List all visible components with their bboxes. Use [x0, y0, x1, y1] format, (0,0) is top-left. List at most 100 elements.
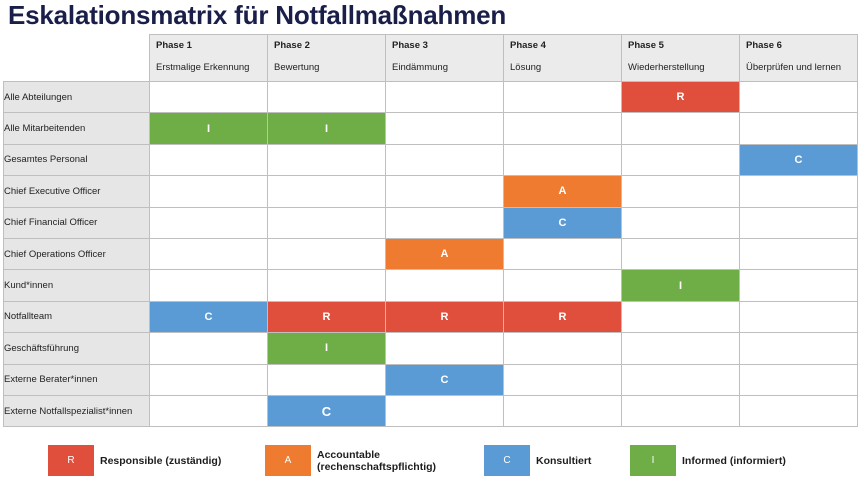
matrix-cell — [385, 269, 504, 302]
table-row: Alle Abteilungen R — [3, 80, 858, 114]
legend-swatch: R — [48, 445, 94, 476]
table-row: Kund*innen I — [3, 269, 858, 302]
legend-item-responsible: R Responsible (zuständig) — [48, 445, 221, 476]
matrix-cell — [621, 332, 740, 365]
matrix-cell — [503, 143, 622, 177]
phase-number: Phase 4 — [510, 40, 546, 51]
matrix-cell: R — [267, 300, 386, 334]
matrix-cell — [503, 332, 622, 365]
legend-item-accountable: A Accountable (rechenschaftspflichtig) — [265, 445, 467, 476]
role-label: Gesamtes Personal — [3, 143, 150, 177]
matrix-cell — [739, 175, 858, 208]
matrix-cell — [621, 206, 740, 239]
matrix-cell — [385, 394, 504, 428]
table-row: Alle Mitarbeitenden I I — [3, 112, 858, 145]
phase-number: Phase 6 — [746, 40, 782, 51]
phase-number: Phase 3 — [392, 40, 428, 51]
matrix-cell — [621, 394, 740, 428]
matrix-cell: I — [267, 332, 386, 365]
matrix-cell — [149, 143, 268, 177]
matrix-cell — [385, 175, 504, 208]
table-row: Notfallteam C R R R — [3, 300, 858, 334]
role-label: Chief Executive Officer — [3, 175, 150, 208]
phase-number: Phase 1 — [156, 40, 192, 51]
table-row: Chief Operations Officer A — [3, 237, 858, 271]
matrix-cell — [385, 80, 504, 114]
role-label: Kund*innen — [3, 269, 150, 302]
matrix-cell — [739, 206, 858, 239]
matrix-cell — [149, 175, 268, 208]
matrix-cell — [149, 332, 268, 365]
matrix-cell: R — [385, 300, 504, 334]
role-label: Chief Financial Officer — [3, 206, 150, 239]
role-label: Externe Berater*innen — [3, 363, 150, 396]
matrix-cell — [621, 237, 740, 271]
matrix-cell — [385, 143, 504, 177]
table-row: Gesamtes Personal C — [3, 143, 858, 177]
corner-cell — [3, 34, 150, 82]
matrix-cell — [149, 80, 268, 114]
phase-name: Lösung — [510, 62, 542, 73]
matrix-cell — [385, 206, 504, 239]
phase-name: Erstmalige Erkennung — [156, 62, 250, 73]
header-row: Phase 1 Erstmalige Erkennung Phase 2 Bewer… — [3, 34, 858, 82]
matrix-cell — [739, 112, 858, 145]
phase-header: Phase 2 Bewertung — [267, 34, 386, 82]
matrix-cell — [385, 112, 504, 145]
matrix-cell — [267, 80, 386, 114]
phase-name: Eindämmung — [392, 62, 448, 73]
phase-number: Phase 5 — [628, 40, 664, 51]
legend-item-consulted: C Konsultiert — [484, 445, 591, 476]
matrix-cell: C — [503, 206, 622, 239]
matrix-cell — [739, 300, 858, 334]
table-row: Externe Notfallspezialist*innen C — [3, 394, 858, 428]
matrix-cell — [267, 269, 386, 302]
matrix-cell: I — [621, 269, 740, 302]
matrix-cell — [267, 206, 386, 239]
matrix-cell — [267, 175, 386, 208]
phase-number: Phase 2 — [274, 40, 310, 51]
phase-header: Phase 4 Lösung — [503, 34, 622, 82]
matrix-cell: I — [149, 112, 268, 145]
escalation-matrix: Phase 1 Erstmalige Erkennung Phase 2 Bewer… — [3, 34, 858, 428]
matrix-cell — [739, 237, 858, 271]
matrix-cell — [149, 206, 268, 239]
phase-header: Phase 1 Erstmalige Erkennung — [149, 34, 268, 82]
role-label: Chief Operations Officer — [3, 237, 150, 271]
matrix-cell — [503, 363, 622, 396]
matrix-cell: C — [267, 394, 386, 428]
role-label: Alle Mitarbeitenden — [3, 112, 150, 145]
matrix-cell — [267, 143, 386, 177]
legend-swatch: C — [484, 445, 530, 476]
matrix-cell — [149, 237, 268, 271]
phase-name: Wiederherstellung — [628, 62, 705, 73]
matrix-cell — [739, 363, 858, 396]
role-label: Externe Notfallspezialist*innen — [3, 394, 150, 428]
matrix-cell — [739, 394, 858, 428]
matrix-cell — [503, 394, 622, 428]
legend-label: Responsible (zuständig) — [100, 454, 222, 467]
matrix-cell — [149, 394, 268, 428]
matrix-cell — [149, 269, 268, 302]
matrix-cell: C — [149, 300, 268, 334]
matrix-cell — [149, 363, 268, 396]
phase-name: Überprüfen und lernen — [746, 62, 842, 73]
page-title: Eskalationsmatrix für Notfallmaßnahmen — [8, 0, 507, 30]
phase-header: Phase 6 Überprüfen und lernen — [739, 34, 858, 82]
matrix-cell: R — [621, 80, 740, 114]
matrix-cell: C — [385, 363, 504, 396]
matrix-cell — [503, 269, 622, 302]
legend-swatch: I — [630, 445, 676, 476]
matrix-cell: R — [503, 300, 622, 334]
legend-label: Accountable (rechenschaftspflichtig) — [317, 448, 437, 473]
matrix-cell — [503, 112, 622, 145]
role-label: Geschäftsführung — [3, 332, 150, 365]
table-row: Chief Financial Officer C — [3, 206, 858, 239]
legend-item-informed: I Informed (informiert) — [630, 445, 786, 476]
table-row: Externe Berater*innen C — [3, 363, 858, 396]
matrix-cell: A — [503, 175, 622, 208]
matrix-cell — [621, 143, 740, 177]
matrix-cell — [503, 80, 622, 114]
matrix-cell — [267, 237, 386, 271]
matrix-cell — [621, 175, 740, 208]
